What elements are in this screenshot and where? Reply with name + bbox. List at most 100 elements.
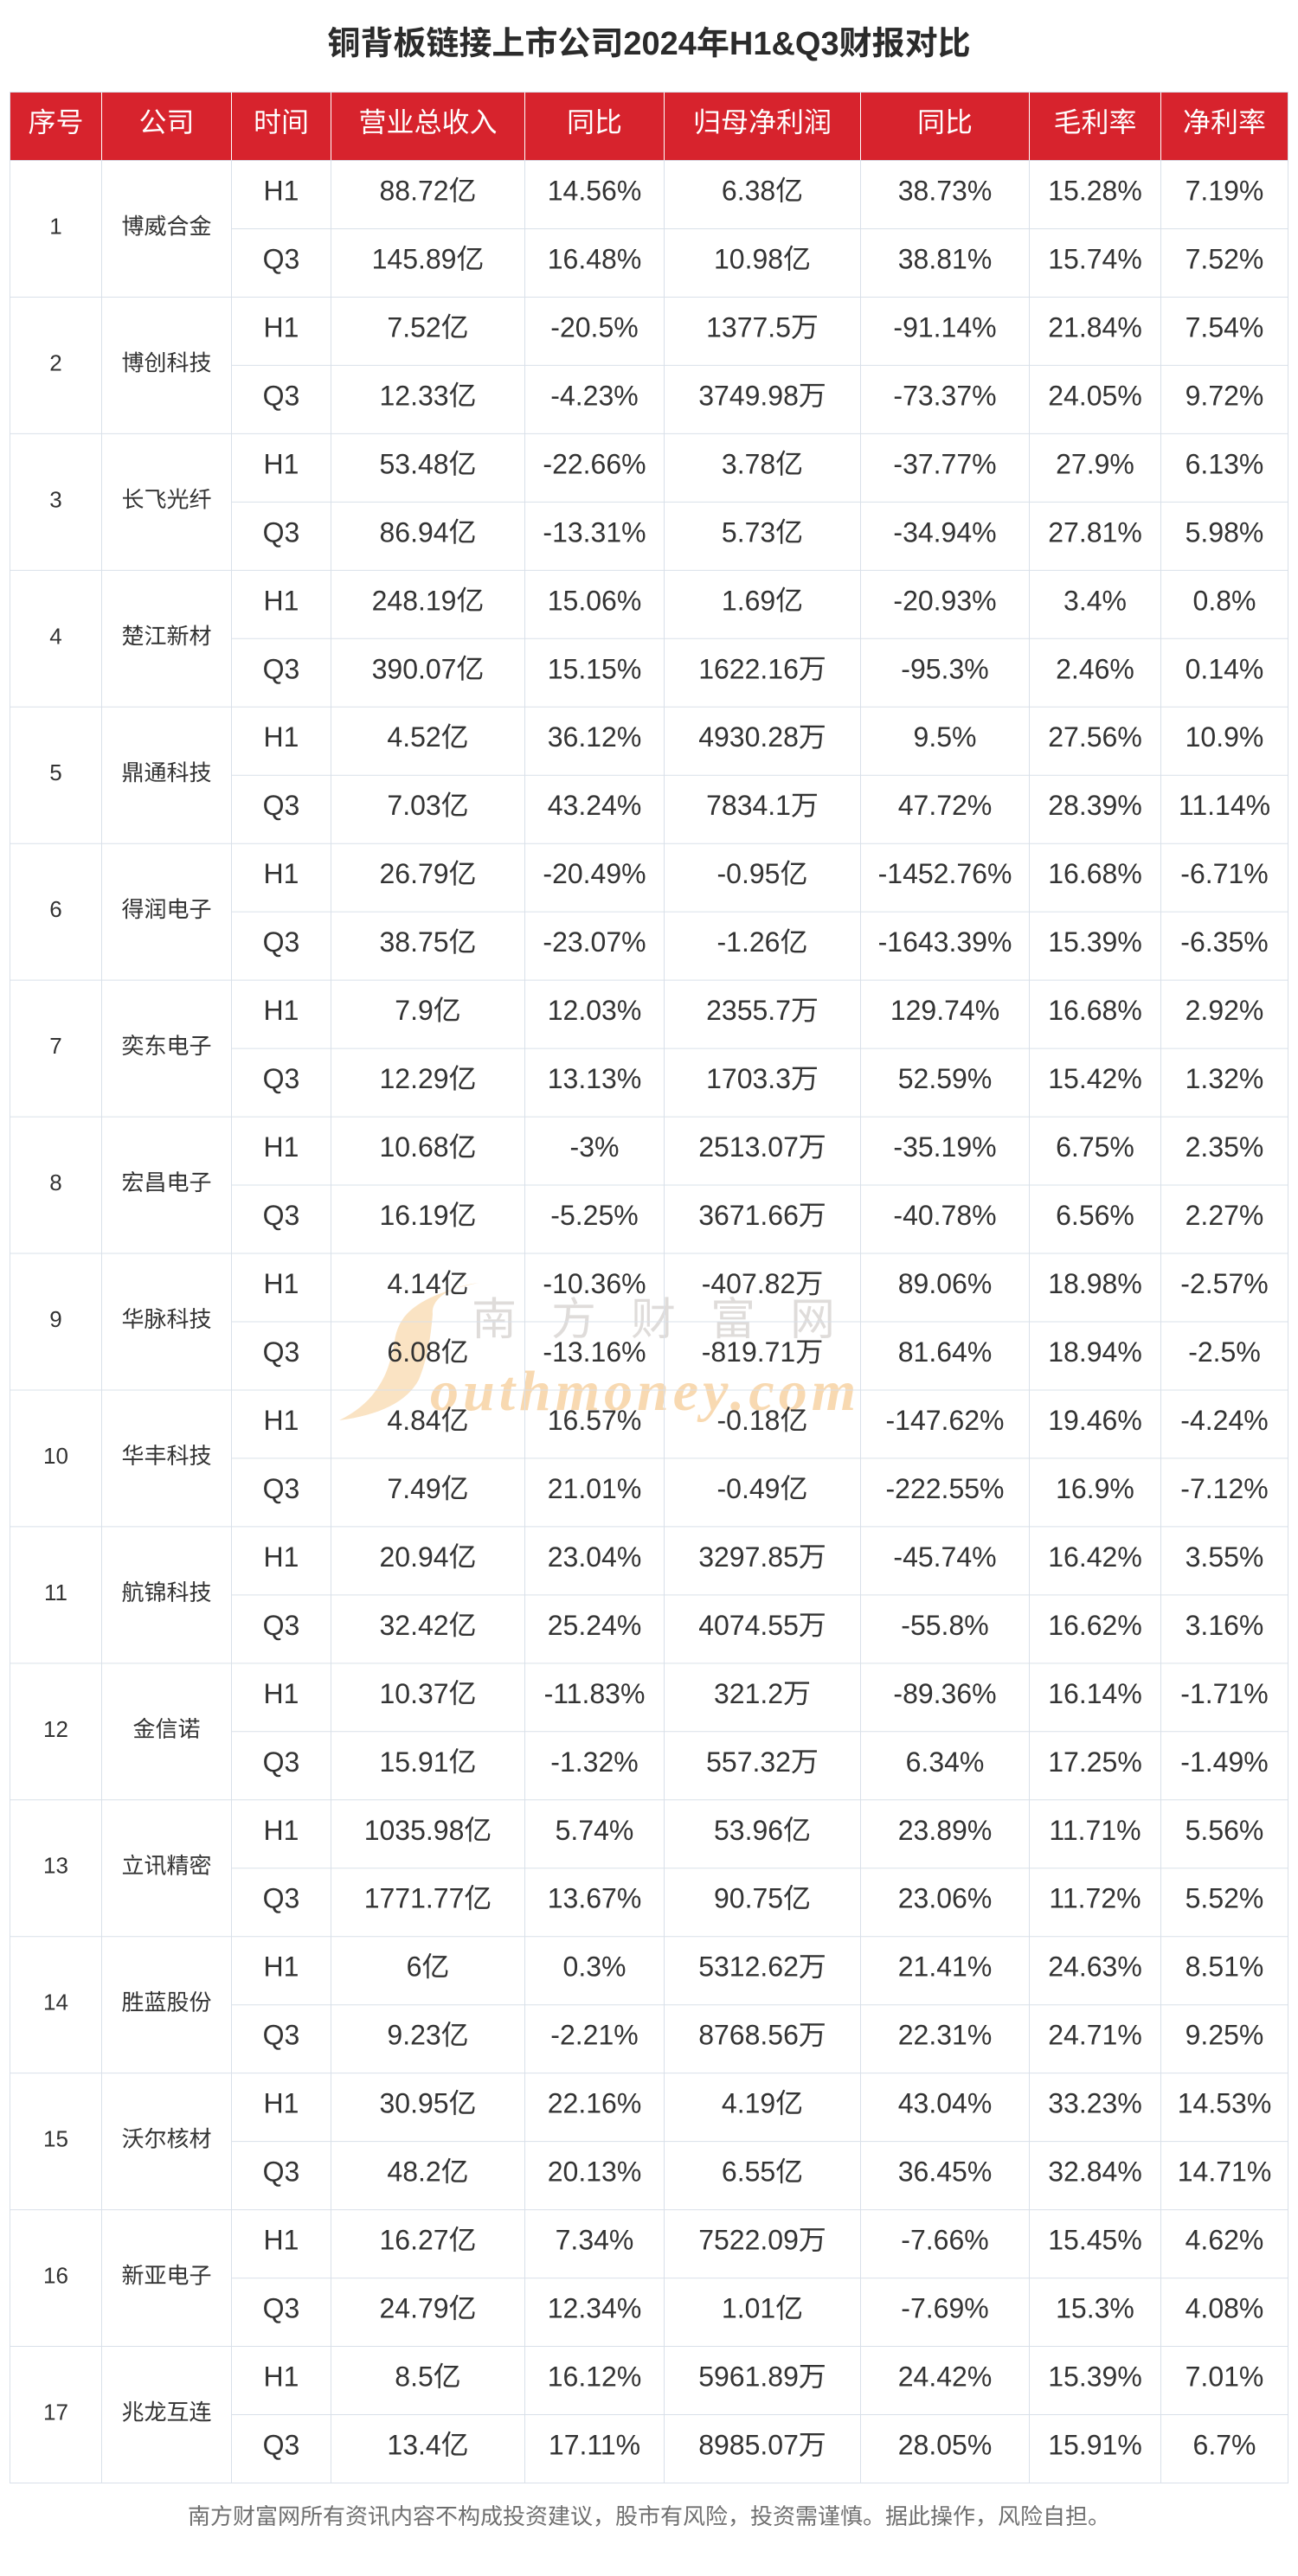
svg-text:13: 13 [43,1853,68,1879]
svg-text:7.19%: 7.19% [1186,176,1264,207]
svg-text:-819.71: -819.71 [702,1336,796,1368]
svg-text:13.13%: 13.13% [548,1063,642,1094]
svg-text:-55.8%: -55.8% [901,1610,988,1641]
svg-text:-7.12%: -7.12% [1180,1473,1268,1504]
svg-text:-91.14%: -91.14% [893,311,996,343]
svg-text:52.59%: 52.59% [898,1063,993,1094]
svg-text:-1.71%: -1.71% [1180,1678,1268,1709]
svg-text:1703.3: 1703.3 [706,1063,791,1094]
svg-text:24.42%: 24.42% [898,2361,993,2393]
svg-text:5.98%: 5.98% [1186,516,1264,548]
svg-text:6.38: 6.38 [722,176,775,207]
svg-text:321.2: 321.2 [714,1678,783,1709]
svg-text:14: 14 [43,1990,68,2015]
svg-text:3.16%: 3.16% [1186,1610,1264,1641]
svg-text:3749.98: 3749.98 [698,380,799,411]
svg-text:H1: H1 [264,1405,299,1436]
svg-text:Q3: Q3 [263,2293,300,2324]
svg-text:10: 10 [43,1443,68,1469]
svg-text:-6.71%: -6.71% [1180,858,1268,889]
svg-text:Q3: Q3 [263,653,300,684]
svg-text:-1.49%: -1.49% [1180,1746,1268,1778]
svg-text:2513.07: 2513.07 [698,1131,799,1163]
svg-text:7.01%: 7.01% [1186,2361,1264,2393]
svg-text:10.68: 10.68 [380,1131,449,1163]
svg-text:-2.21%: -2.21% [550,2020,638,2051]
svg-text:15.42%: 15.42% [1048,1063,1142,1094]
svg-text:15.39%: 15.39% [1048,2361,1142,2393]
svg-text:7.54%: 7.54% [1186,311,1264,343]
svg-text:38.73%: 38.73% [898,176,993,207]
svg-text:390.07: 390.07 [372,653,457,684]
svg-text:43.24%: 43.24% [548,790,642,821]
svg-text:6.55: 6.55 [722,2156,775,2188]
svg-text:16.42%: 16.42% [1048,1541,1142,1573]
svg-text:H1: H1 [264,858,299,889]
svg-text:-1643.39%: -1643.39% [878,926,1012,958]
svg-text:16.19: 16.19 [380,1200,449,1231]
svg-text:38.81%: 38.81% [898,244,993,275]
svg-text:8.51%: 8.51% [1186,1951,1264,1983]
svg-text:-4.24%: -4.24% [1180,1405,1268,1436]
svg-text:Q3: Q3 [263,2156,300,2188]
svg-text:28.39%: 28.39% [1048,790,1142,821]
svg-text:23.04%: 23.04% [548,1541,642,1573]
svg-text:H1: H1 [264,448,299,479]
svg-text:47.72%: 47.72% [898,790,993,821]
svg-text:7834.1: 7834.1 [706,790,791,821]
svg-text:36.12%: 36.12% [548,721,642,753]
svg-text:10.9%: 10.9% [1186,721,1264,753]
svg-text:-11.83%: -11.83% [544,1678,646,1709]
svg-text:15.28%: 15.28% [1048,176,1142,207]
svg-text:24.71%: 24.71% [1048,2020,1142,2051]
svg-text:27.9%: 27.9% [1056,448,1134,479]
svg-text:25.24%: 25.24% [548,1610,642,1641]
svg-text:17.11%: 17.11% [549,2430,640,2461]
svg-text:-13.16%: -13.16% [543,1336,646,1368]
svg-text:-89.36%: -89.36% [893,1678,996,1709]
svg-text:26.79: 26.79 [380,858,449,889]
svg-text:7.9: 7.9 [395,995,433,1026]
svg-text:6.34%: 6.34% [906,1746,985,1778]
svg-text:1035.98: 1035.98 [364,1815,465,1846]
svg-text:16.68%: 16.68% [1048,995,1142,1026]
svg-text:0.14%: 0.14% [1186,653,1264,684]
svg-text:Q3: Q3 [263,1883,300,1914]
svg-text:4.08%: 4.08% [1186,2293,1264,2324]
svg-text:1771.77: 1771.77 [364,1883,465,1914]
svg-text:-1.26: -1.26 [717,926,781,958]
svg-text:3: 3 [49,486,61,512]
svg-text:6.56%: 6.56% [1056,1200,1134,1231]
svg-text:53.48: 53.48 [380,448,449,479]
svg-text:16: 16 [43,2263,68,2289]
svg-text:15.39%: 15.39% [1048,926,1142,958]
svg-text:11: 11 [44,1580,67,1605]
svg-text:5.56%: 5.56% [1186,1815,1264,1846]
svg-text:-4.23%: -4.23% [550,380,638,411]
svg-text:2.46%: 2.46% [1056,653,1134,684]
svg-text:12: 12 [43,1716,68,1742]
svg-text:16.14%: 16.14% [1048,1678,1142,1709]
svg-text:15: 15 [43,2126,68,2152]
svg-text:H1: H1 [264,721,299,753]
svg-text:3.4%: 3.4% [1063,585,1127,616]
svg-text:1377.5: 1377.5 [706,311,791,343]
svg-text:21.01%: 21.01% [548,1473,642,1504]
svg-text:-20.5%: -20.5% [550,311,638,343]
svg-text:Q3: Q3 [263,1200,300,1231]
svg-text:11.72%: 11.72% [1049,1883,1141,1914]
svg-text:48.2: 48.2 [387,2156,440,2188]
svg-text:8: 8 [49,1169,61,1195]
svg-text:6: 6 [49,896,61,922]
svg-text:-22.66%: -22.66% [543,448,646,479]
svg-text:H1: H1 [264,585,299,616]
svg-text:Q3: Q3 [263,2430,300,2461]
svg-text:12.34%: 12.34% [548,2293,642,2324]
svg-text:15.15%: 15.15% [548,653,642,684]
svg-text:21.84%: 21.84% [1048,311,1142,343]
svg-text:17: 17 [43,2400,68,2425]
svg-text:-0.95: -0.95 [717,858,781,889]
svg-text:14.53%: 14.53% [1178,2088,1272,2119]
svg-text:4074.55: 4074.55 [698,1610,799,1641]
svg-text:Q3: Q3 [263,2020,300,2051]
